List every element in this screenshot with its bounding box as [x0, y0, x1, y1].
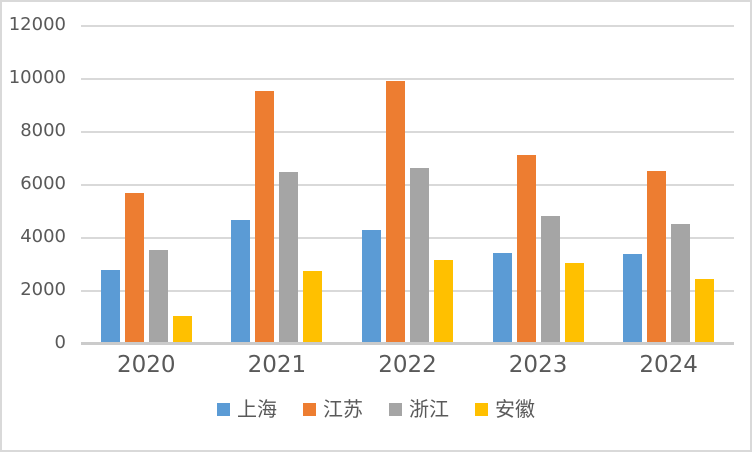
y-tick-label: 4000 — [20, 226, 66, 247]
gridline-2000 — [81, 290, 734, 292]
x-axis-line — [81, 342, 734, 345]
bar-浙江-2020 — [148, 250, 168, 343]
gridline-8000 — [81, 131, 734, 133]
legend: 上海 江苏 浙江 安徽 — [2, 396, 750, 422]
bar-浙江-2021 — [279, 172, 299, 343]
legend-label: 安徽 — [495, 397, 535, 421]
bar-上海-2021 — [231, 220, 251, 343]
bar-江苏-2021 — [255, 91, 275, 343]
x-category-label-2020: 2020 — [117, 352, 176, 378]
bar-上海-2023 — [492, 253, 512, 343]
legend-item-浙江: 浙江 — [389, 396, 449, 422]
x-category-label-2022: 2022 — [378, 352, 437, 378]
bar-安徽-2021 — [303, 271, 323, 343]
bar-group-2023 — [473, 25, 604, 343]
bar-安徽-2022 — [433, 260, 453, 343]
bar-江苏-2022 — [385, 81, 405, 343]
legend-label: 上海 — [237, 397, 277, 421]
bar-安徽-2020 — [172, 316, 192, 343]
bar-江苏-2024 — [647, 171, 667, 343]
x-category-label-2024: 2024 — [639, 352, 698, 378]
bar-浙江-2024 — [671, 224, 691, 343]
y-tick-label: 0 — [54, 332, 66, 353]
bar-groups — [81, 25, 734, 343]
y-tick-label: 6000 — [20, 173, 66, 194]
legend-label: 浙江 — [409, 397, 449, 421]
bar-group-2022 — [342, 25, 473, 343]
legend-item-上海: 上海 — [217, 396, 277, 422]
y-tick-label: 10000 — [8, 67, 66, 88]
gridline-10000 — [81, 78, 734, 80]
bar-group-2021 — [212, 25, 343, 343]
x-axis-category-labels: 2020 2021 2022 2023 2024 — [81, 352, 734, 378]
bar-上海-2024 — [623, 254, 643, 343]
bar-浙江-2023 — [540, 216, 560, 343]
x-category-label-2021: 2021 — [247, 352, 307, 378]
legend-item-江苏: 江苏 — [303, 396, 363, 422]
bar-安徽-2024 — [695, 279, 715, 343]
plot-area — [81, 25, 734, 343]
bar-浙江-2022 — [409, 168, 429, 343]
bar-江苏-2023 — [516, 155, 536, 343]
bar-上海-2020 — [100, 270, 120, 343]
legend-item-安徽: 安徽 — [475, 396, 535, 422]
bar-上海-2022 — [361, 230, 381, 343]
gridline-6000 — [81, 184, 734, 186]
bar-group-2020 — [81, 25, 212, 343]
y-tick-label: 8000 — [20, 120, 66, 141]
bar-江苏-2020 — [124, 193, 144, 343]
legend-swatch-icon — [475, 402, 488, 416]
bar-安徽-2023 — [564, 263, 584, 343]
gridline-4000 — [81, 237, 734, 239]
legend-swatch-icon — [217, 402, 230, 416]
gridline-12000 — [81, 25, 734, 27]
legend-swatch-icon — [303, 402, 316, 416]
bar-group-2024 — [603, 25, 734, 343]
x-category-label-2023: 2023 — [508, 352, 568, 378]
legend-label: 江苏 — [323, 397, 363, 421]
y-tick-label: 12000 — [8, 14, 66, 35]
legend-swatch-icon — [389, 402, 402, 416]
y-tick-label: 2000 — [20, 279, 66, 300]
